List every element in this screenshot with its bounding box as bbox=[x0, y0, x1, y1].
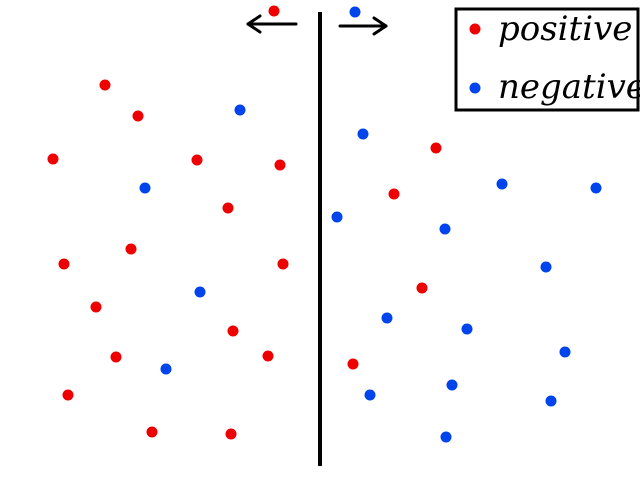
point-positive-14 bbox=[146, 426, 158, 438]
arrow-right-icon bbox=[338, 16, 388, 36]
point-positive-11 bbox=[110, 351, 122, 363]
point-negative-10 bbox=[381, 312, 393, 324]
point-negative-13 bbox=[364, 389, 376, 401]
point-negative-15 bbox=[545, 395, 557, 407]
point-positive-5 bbox=[222, 202, 234, 214]
point-negative-6 bbox=[590, 182, 602, 194]
point-negative-8 bbox=[439, 223, 451, 235]
point-positive-18 bbox=[416, 282, 428, 294]
legend-box bbox=[454, 7, 640, 112]
point-positive-7 bbox=[58, 258, 70, 270]
legend-label-positive: positive bbox=[498, 9, 632, 49]
point-positive-19 bbox=[347, 358, 359, 370]
legend: positive negative bbox=[454, 7, 640, 112]
point-negative-2 bbox=[194, 286, 206, 298]
point-positive-4 bbox=[274, 159, 286, 171]
scatter-points bbox=[47, 79, 602, 443]
point-positive-12 bbox=[262, 350, 274, 362]
point-positive-0 bbox=[99, 79, 111, 91]
point-positive-15 bbox=[225, 428, 237, 440]
arrow-left-icon bbox=[246, 14, 298, 34]
point-negative-7 bbox=[331, 211, 343, 223]
point-positive-9 bbox=[90, 301, 102, 313]
point-positive-8 bbox=[277, 258, 289, 270]
point-positive-2 bbox=[47, 153, 59, 165]
legend-dot-positive bbox=[469, 23, 481, 35]
boundary-marker-negative bbox=[349, 6, 361, 18]
point-positive-10 bbox=[227, 325, 239, 337]
point-positive-1 bbox=[132, 110, 144, 122]
point-positive-6 bbox=[125, 243, 137, 255]
point-positive-17 bbox=[388, 188, 400, 200]
legend-dot-negative bbox=[469, 82, 481, 94]
legend-label-negative: negative bbox=[498, 67, 640, 107]
point-negative-14 bbox=[446, 379, 458, 391]
point-positive-3 bbox=[191, 154, 203, 166]
point-negative-0 bbox=[234, 104, 246, 116]
point-negative-11 bbox=[461, 323, 473, 335]
point-negative-9 bbox=[540, 261, 552, 273]
point-negative-3 bbox=[160, 363, 172, 375]
point-negative-16 bbox=[440, 431, 452, 443]
boundary-marker-positive bbox=[268, 5, 280, 17]
point-positive-16 bbox=[430, 142, 442, 154]
point-negative-1 bbox=[139, 182, 151, 194]
point-negative-12 bbox=[559, 346, 571, 358]
point-negative-4 bbox=[357, 128, 369, 140]
point-positive-13 bbox=[62, 389, 74, 401]
point-negative-5 bbox=[496, 178, 508, 190]
